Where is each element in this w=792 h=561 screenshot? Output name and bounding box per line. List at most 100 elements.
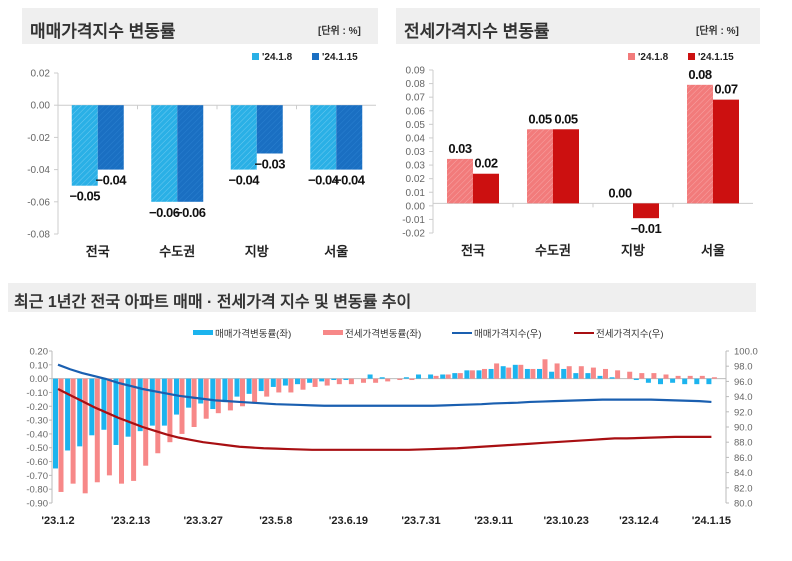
y-tick-label: -0.08 xyxy=(27,230,50,241)
x-tick-label: '23.5.8 xyxy=(259,515,292,527)
bar-curr xyxy=(473,173,499,204)
jeonse-rate-bar xyxy=(215,378,221,414)
legend-swatch xyxy=(323,330,343,335)
sale-rate-bar xyxy=(367,374,373,379)
sale-chart-title-bar xyxy=(22,8,378,44)
data-label: −0.04 xyxy=(96,173,128,188)
sale-rate-bar xyxy=(319,378,325,382)
bar-curr xyxy=(336,105,363,170)
y-tick-label: 0.05 xyxy=(406,120,426,131)
bar-curr xyxy=(633,203,659,219)
right-y-tick-label: 88.0 xyxy=(734,438,753,449)
right-y-tick-label: 84.0 xyxy=(734,468,753,479)
legend-label: 전세가격변동률(좌) xyxy=(345,328,421,340)
sale-rate-bar xyxy=(77,378,83,447)
jeonse-rate-bar xyxy=(94,378,100,483)
jeonse-rate-bar xyxy=(348,378,354,385)
jeonse-rate-bar xyxy=(675,375,681,379)
sale-rate-bar xyxy=(174,378,179,415)
jeonse-rate-bar xyxy=(131,378,137,481)
jeonse-rate-bar xyxy=(494,363,500,379)
jeonse-rate-bar xyxy=(252,378,258,404)
jeonse-rate-bar xyxy=(227,378,233,411)
jeonse-rate-bar xyxy=(687,375,693,379)
bar-curr xyxy=(97,105,124,170)
bar-curr xyxy=(256,105,283,154)
jeonse-rate-bar xyxy=(530,368,536,379)
bar-curr xyxy=(713,99,739,204)
jeonse-rate-bar xyxy=(385,378,391,382)
jeonse-rate-bar xyxy=(373,378,379,383)
y-tick-label: 0.00 xyxy=(406,201,426,212)
sale-rate-bar xyxy=(101,378,107,430)
data-label: −0.05 xyxy=(70,189,101,204)
x-tick-label: '24.1.15 xyxy=(692,515,731,527)
x-category-label: 지방 xyxy=(245,244,269,259)
trend-chart-title: 최근 1년간 전국 아파트 매매 · 전세가격 지수 및 변동률 추이 xyxy=(14,294,412,311)
sale-rate-bar xyxy=(379,377,385,379)
bar-prev xyxy=(687,84,713,204)
jeonse-rate-bar xyxy=(699,375,705,379)
legend-swatch xyxy=(688,53,695,60)
sale-rate-bar xyxy=(331,378,337,381)
jeonse-rate-bar xyxy=(143,378,149,466)
jeonse-rate-bar xyxy=(603,368,608,379)
data-label: 0.07 xyxy=(714,82,738,97)
y-tick-label: 0.08 xyxy=(406,79,426,90)
x-tick-label: '23.6.19 xyxy=(329,515,368,527)
bar-prev xyxy=(447,158,473,204)
data-label: 0.03 xyxy=(448,141,472,156)
sale-rate-bar xyxy=(694,378,700,385)
sale-rate-bar xyxy=(561,368,567,379)
sale-rate-bar xyxy=(416,374,421,379)
sale-rate-bar xyxy=(706,378,712,385)
sale-rate-bar xyxy=(343,378,349,381)
sale-rate-bar xyxy=(307,378,313,383)
left-y-tick-label: -0.50 xyxy=(26,443,48,454)
sale-chart-title: 매매가격지수 변동률 xyxy=(30,22,176,41)
sale-rate-bar xyxy=(573,373,579,379)
sale-rate-bar xyxy=(452,373,458,379)
sale-rate-bar xyxy=(512,364,518,379)
y-tick-label: -0.02 xyxy=(27,133,50,144)
x-category-label: 서울 xyxy=(324,244,348,259)
legend-swatch xyxy=(193,330,213,335)
jeonse-chart-title: 전세가격지수 변동률 xyxy=(404,22,550,41)
jeonse-rate-bar xyxy=(663,374,669,379)
right-y-tick-label: 86.0 xyxy=(734,453,753,464)
sale-rate-bar xyxy=(65,378,71,451)
bar-curr xyxy=(177,105,204,202)
x-tick-label: '23.9.11 xyxy=(474,515,513,527)
y-tick-label: 0.02 xyxy=(31,69,51,80)
jeonse-rate-bar xyxy=(482,368,487,379)
sale-rate-bar xyxy=(137,378,143,432)
sale-rate-bar xyxy=(597,375,603,379)
sale-rate-bar xyxy=(670,378,676,383)
left-y-tick-label: -0.10 xyxy=(26,388,48,399)
data-label: 0.05 xyxy=(528,111,552,126)
left-y-tick-label: -0.30 xyxy=(26,416,48,427)
sale-rate-bar xyxy=(234,378,240,397)
legend-label: '24.1.8 xyxy=(638,52,669,63)
jeonse-rate-bar xyxy=(106,378,112,476)
y-tick-label: -0.06 xyxy=(27,197,50,208)
sale-rate-bar xyxy=(270,378,276,387)
x-category-label: 지방 xyxy=(621,243,645,258)
y-tick-label: 0.03 xyxy=(406,147,426,158)
y-tick-label: 0.07 xyxy=(406,93,426,104)
sale-chart-unit: [단위 : %] xyxy=(318,26,361,37)
legend-label: '24.1.15 xyxy=(698,52,734,63)
right-y-tick-label: 82.0 xyxy=(734,483,753,494)
legend-label: 전세가격지수(우) xyxy=(596,328,664,340)
data-label: 0.05 xyxy=(554,111,578,126)
sale-rate-bar xyxy=(258,378,264,392)
jeonse-rate-bar xyxy=(58,378,64,492)
jeonse-rate-bar xyxy=(288,378,294,393)
sale-rate-bar xyxy=(633,378,639,381)
jeonse-rate-bar xyxy=(155,378,161,454)
jeonse-rate-bar xyxy=(627,371,633,379)
sale-rate-bar xyxy=(198,378,204,404)
x-tick-label: '23.10.23 xyxy=(543,515,588,527)
data-label: 0.02 xyxy=(474,156,498,171)
